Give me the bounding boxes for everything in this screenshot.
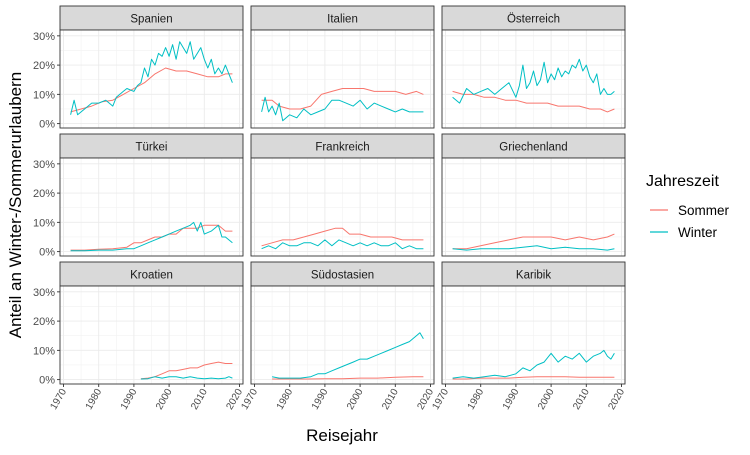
facet-panel-griechenland: Griechenland: [441, 133, 626, 257]
facet-strip-label: Griechenland: [499, 142, 567, 154]
x-tick-label: 1970: [430, 387, 451, 412]
x-axis-title: Reisejahr: [306, 426, 378, 445]
series-line-winter: [70, 41, 233, 116]
x-tick-label: 2000: [536, 387, 557, 412]
series-line-sommer: [452, 376, 615, 380]
series-line-winter: [452, 349, 615, 379]
y-tick-label: 10%: [33, 217, 55, 229]
facet-strip-label: Kroatien: [130, 270, 173, 282]
x-tick-label: 1980: [275, 387, 296, 412]
panel-border: [441, 29, 626, 129]
facet-strip-label: Spanien: [130, 14, 172, 26]
panel-border: [441, 285, 626, 385]
facet-strip: [59, 133, 244, 159]
y-tick-label: 20%: [33, 60, 55, 72]
y-tick-label: 0%: [39, 375, 55, 387]
x-tick-label: 2010: [571, 387, 592, 412]
y-tick-label: 20%: [33, 316, 55, 328]
y-tick-label: 30%: [33, 31, 55, 43]
y-tick-label: 0%: [39, 119, 55, 131]
x-tick-label: 2000: [154, 387, 175, 412]
facet-strip: [250, 133, 435, 159]
facet-strip-label: Österreich: [507, 14, 560, 26]
y-tick-label: 10%: [33, 345, 55, 357]
x-tick-label: 1990: [119, 387, 140, 412]
series-line-sommer: [140, 361, 233, 380]
x-tick-label: 1990: [501, 387, 522, 412]
facet-panel-turkei: Türkei 0% 10% 20% 30%: [33, 133, 244, 259]
x-tick-label: 2000: [345, 387, 366, 412]
x-tick-label: 1970: [239, 387, 260, 412]
series-line-winter: [272, 332, 424, 379]
x-tick-label: 2020: [606, 387, 627, 412]
series-line-sommer: [452, 233, 615, 250]
panel-border: [250, 29, 435, 129]
series-line-winter: [140, 376, 233, 380]
y-tick-label: 20%: [33, 188, 55, 200]
y-axis-title: Anteil an Winter-/Sommerurlaubern: [6, 72, 25, 338]
facet-strip-label: Karibik: [516, 270, 551, 282]
y-tick-label: 0%: [39, 247, 55, 259]
facet-strip: [441, 133, 626, 159]
x-tick-label: 1980: [466, 387, 487, 412]
series-line-sommer: [261, 88, 424, 110]
facet-panel-karibik: Karibik 1970 1980 1990 2000 2010 2020: [430, 261, 627, 412]
facet-strip: [441, 5, 626, 31]
series-line-sommer: [261, 227, 424, 247]
legend: Jahreszeit Sommer Winter: [646, 173, 730, 240]
series-line-sommer: [452, 90, 615, 113]
x-tick-label: 1980: [84, 387, 105, 412]
panel-border: [441, 157, 626, 257]
legend-title: Jahreszeit: [646, 173, 719, 190]
series-line-winter: [261, 96, 424, 122]
facet-strip: [250, 5, 435, 31]
legend-label-sommer: Sommer: [678, 203, 730, 218]
facet-panel-italien: Italien: [250, 5, 435, 129]
panel-border: [59, 29, 244, 129]
series-line-sommer: [272, 376, 424, 380]
facet-panel-osterreich: Österreich: [441, 5, 626, 129]
series-line-winter: [261, 239, 424, 250]
facet-strip-label: Italien: [327, 14, 358, 26]
facet-panel-frankreich: Frankreich: [250, 133, 435, 257]
facet-strip-label: Südostasien: [311, 270, 374, 282]
facet-strip-label: Frankreich: [315, 142, 369, 154]
x-tick-label: 1990: [310, 387, 331, 412]
panel-border: [59, 157, 244, 257]
y-tick-label: 10%: [33, 89, 55, 101]
facet-panel-spanien: Spanien 0% 10% 20% 30%: [33, 5, 244, 131]
facet-strip: [59, 5, 244, 31]
series-line-winter: [70, 221, 233, 252]
series-line-winter: [452, 58, 615, 104]
x-tick-label: 2010: [189, 387, 210, 412]
panel-border: [59, 285, 244, 385]
y-tick-label: 30%: [33, 287, 55, 299]
facet-strip-label: Türkei: [136, 142, 168, 154]
series-line-winter: [452, 245, 615, 251]
panel-border: [250, 285, 435, 385]
legend-label-winter: Winter: [678, 225, 718, 240]
x-tick-label: 1970: [48, 387, 69, 412]
panel-border: [250, 157, 435, 257]
facet-panels: Spanien 0% 10% 20% 30% Italien Österreich Türke…: [33, 5, 627, 412]
y-tick-label: 30%: [33, 159, 55, 171]
x-tick-label: 2010: [380, 387, 401, 412]
